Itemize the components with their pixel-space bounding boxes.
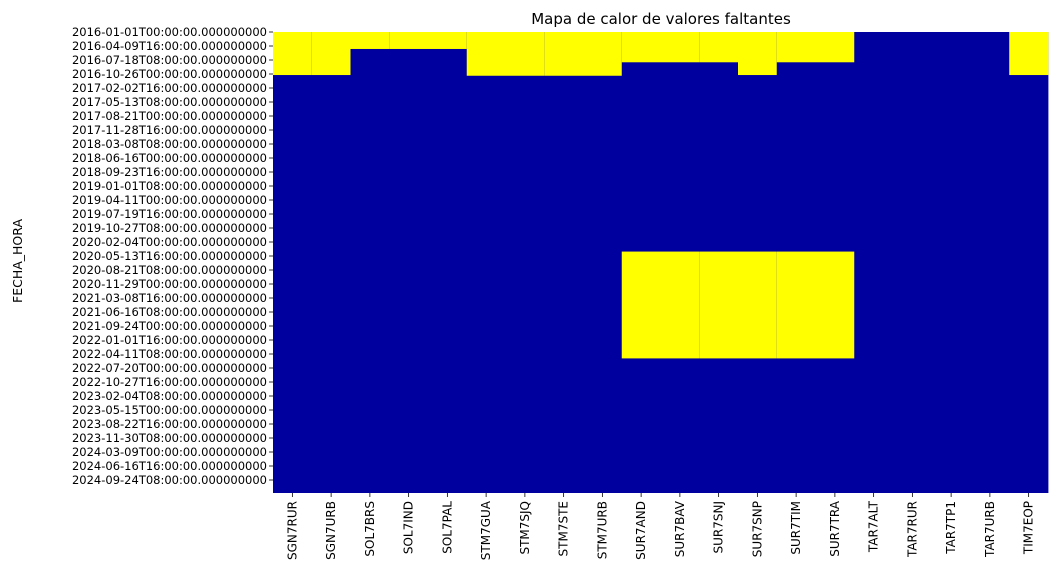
y-tick-label: 2020-05-13T16:00:00.000000000 xyxy=(72,249,267,263)
column-sol7brs xyxy=(350,32,390,493)
y-tick-label: 2022-04-11T08:00:00.000000000 xyxy=(72,347,267,361)
y-tick-label: 2020-11-29T00:00:00.000000000 xyxy=(72,277,267,291)
missing-block-tim7eop-1 xyxy=(1009,32,1049,76)
y-tick-label: 2018-03-08T08:00:00.000000000 xyxy=(72,137,267,151)
missing-block-sur7tim-2 xyxy=(776,251,816,359)
y-tick-label: 2021-03-08T16:00:00.000000000 xyxy=(72,291,267,305)
y-tick-label: 2019-07-19T16:00:00.000000000 xyxy=(72,207,267,221)
column-stm7ste xyxy=(544,32,584,493)
missing-block-sur7snp-2 xyxy=(738,251,778,359)
y-tick-label: 2019-04-11T00:00:00.000000000 xyxy=(72,193,267,207)
x-tick-label: SOL7PAL xyxy=(440,501,454,554)
y-tick-label: 2022-10-27T16:00:00.000000000 xyxy=(72,375,267,389)
y-tick-label: 2016-10-26T00:00:00.000000000 xyxy=(72,67,267,81)
missing-block-stm7gua-1 xyxy=(466,32,506,76)
missing-block-sur7tim-1 xyxy=(776,32,816,63)
y-axis-ticks: 2016-01-01T00:00:00.0000000002016-04-09T… xyxy=(72,25,273,487)
y-tick-label: 2020-02-04T00:00:00.000000000 xyxy=(72,235,267,249)
x-tick-label: SUR7SNJ xyxy=(712,501,726,554)
x-tick-label: TAR7ALT xyxy=(867,500,881,553)
missing-block-sur7bav-1 xyxy=(660,32,700,63)
y-tick-label: 2022-07-20T00:00:00.000000000 xyxy=(72,361,267,375)
missing-block-sol7ind-1 xyxy=(389,32,429,49)
column-tar7alt xyxy=(854,32,894,493)
x-tick-label: STM7STE xyxy=(557,501,571,556)
y-tick-label: 2016-01-01T00:00:00.000000000 xyxy=(72,25,267,39)
column-sgn7rur xyxy=(273,32,313,493)
x-tick-label: SUR7TRA xyxy=(828,500,842,557)
column-tar7urb xyxy=(970,32,1010,493)
y-tick-label: 2019-10-27T08:00:00.000000000 xyxy=(72,221,267,235)
missing-block-sur7tra-2 xyxy=(815,251,855,359)
y-tick-label: 2020-08-21T08:00:00.000000000 xyxy=(72,263,267,277)
missing-block-sgn7rur-1 xyxy=(273,32,313,76)
column-sol7ind xyxy=(389,32,429,493)
y-tick-label: 2017-02-02T16:00:00.000000000 xyxy=(72,81,267,95)
missing-block-sur7tra-1 xyxy=(815,32,855,63)
column-tar7rur xyxy=(893,32,933,493)
missing-block-sur7snj-2 xyxy=(699,251,739,359)
y-tick-label: 2023-02-04T08:00:00.000000000 xyxy=(72,389,267,403)
missing-block-sur7and-1 xyxy=(621,32,661,63)
x-tick-label: TIM7EOP xyxy=(1022,501,1036,555)
x-tick-label: TAR7TP1 xyxy=(944,501,958,555)
column-stm7sjq xyxy=(505,32,545,493)
missing-block-stm7urb-1 xyxy=(583,32,623,76)
x-tick-label: SUR7SNP xyxy=(750,501,764,557)
y-tick-label: 2021-09-24T00:00:00.000000000 xyxy=(72,319,267,333)
y-tick-label: 2017-08-21T00:00:00.000000000 xyxy=(72,109,267,123)
x-tick-label: STM7URB xyxy=(595,501,609,559)
column-sgn7urb xyxy=(311,32,351,493)
x-tick-label: SOL7IND xyxy=(402,501,416,554)
y-tick-label: 2017-11-28T16:00:00.000000000 xyxy=(72,123,267,137)
x-tick-label: SGN7URB xyxy=(324,501,338,560)
y-tick-label: 2023-08-22T16:00:00.000000000 xyxy=(72,417,267,431)
y-tick-label: 2023-11-30T08:00:00.000000000 xyxy=(72,431,267,445)
missing-block-sur7snj-1 xyxy=(699,32,739,63)
y-tick-label: 2022-01-01T16:00:00.000000000 xyxy=(72,333,267,347)
column-sol7pal xyxy=(428,32,468,493)
y-axis-label: FECHA_HORA xyxy=(10,219,25,303)
y-tick-label: 2023-05-15T00:00:00.000000000 xyxy=(72,403,267,417)
y-tick-label: 2021-06-16T08:00:00.000000000 xyxy=(72,305,267,319)
y-tick-label: 2019-01-01T08:00:00.000000000 xyxy=(72,179,267,193)
y-tick-label: 2016-04-09T16:00:00.000000000 xyxy=(72,39,267,53)
missing-block-stm7sjq-1 xyxy=(505,32,545,76)
x-tick-label: SGN7RUR xyxy=(285,501,299,560)
heatmap-cells xyxy=(273,32,1049,493)
x-tick-label: TAR7RUR xyxy=(905,501,919,558)
chart-title: Mapa de calor de valores faltantes xyxy=(531,10,791,28)
column-stm7gua xyxy=(466,32,506,493)
x-tick-label: STM7GUA xyxy=(479,500,493,560)
missing-block-sur7snp-1 xyxy=(738,32,778,76)
column-tim7eop xyxy=(1009,32,1049,493)
y-tick-label: 2024-09-24T08:00:00.000000000 xyxy=(72,473,267,487)
missing-block-sur7and-2 xyxy=(621,251,661,359)
y-tick-label: 2018-09-23T16:00:00.000000000 xyxy=(72,165,267,179)
y-tick-label: 2017-05-13T08:00:00.000000000 xyxy=(72,95,267,109)
x-tick-label: SOL7BRS xyxy=(363,501,377,557)
missing-block-sur7bav-2 xyxy=(660,251,700,359)
x-tick-label: SUR7AND xyxy=(634,501,648,560)
column-tar7tp1 xyxy=(931,32,971,493)
x-tick-label: TAR7URB xyxy=(983,501,997,558)
y-tick-label: 2018-06-16T00:00:00.000000000 xyxy=(72,151,267,165)
y-tick-label: 2024-06-16T16:00:00.000000000 xyxy=(72,459,267,473)
column-stm7urb xyxy=(583,32,623,493)
x-axis-ticks: SGN7RUR SGN7URB SOL7BRS SOL7IND SOL7PAL STM7G… xyxy=(285,493,1036,560)
y-tick-label: 2024-03-09T00:00:00.000000000 xyxy=(72,445,267,459)
x-tick-label: STM7SJQ xyxy=(518,501,532,555)
x-tick-label: SUR7TIM xyxy=(789,501,803,555)
y-tick-label: 2016-07-18T08:00:00.000000000 xyxy=(72,53,267,67)
missing-block-stm7ste-1 xyxy=(544,32,584,76)
missing-block-sgn7urb-1 xyxy=(311,32,351,76)
x-tick-label: SUR7BAV xyxy=(673,500,687,557)
missing-block-sol7brs-1 xyxy=(350,32,390,49)
missing-block-sol7pal-1 xyxy=(428,32,468,49)
